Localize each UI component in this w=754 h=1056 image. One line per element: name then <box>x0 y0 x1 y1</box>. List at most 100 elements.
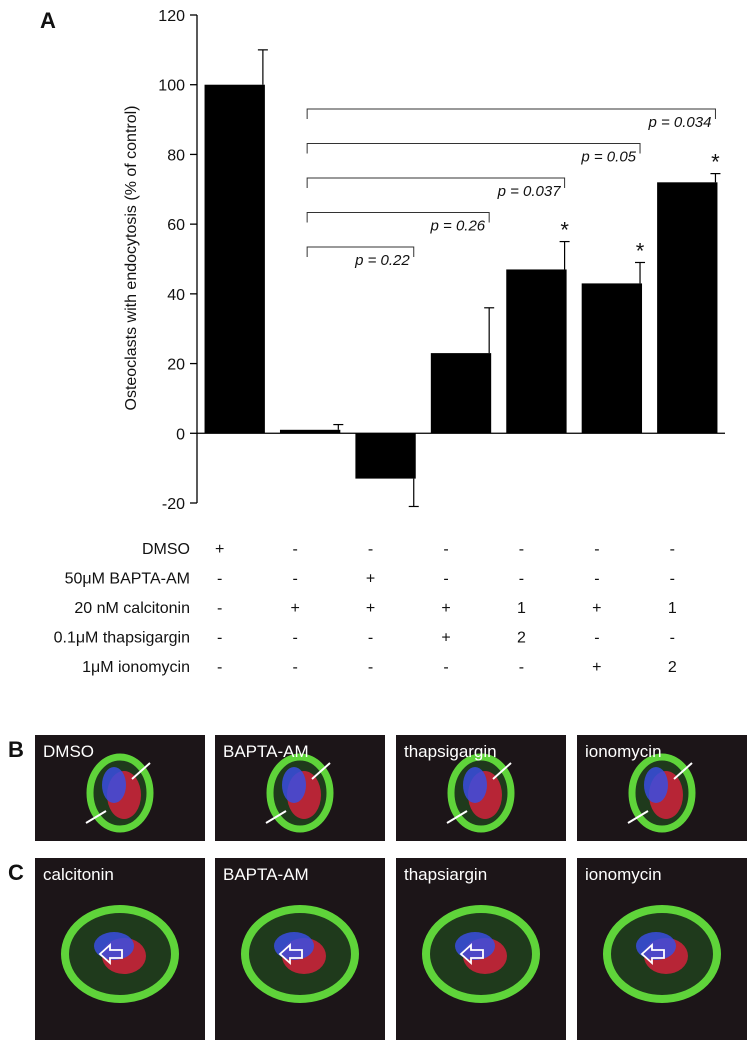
image-label: DMSO <box>43 742 94 761</box>
cell-blue <box>636 932 676 960</box>
table-cell: - <box>368 659 373 676</box>
table-cell: + <box>290 600 299 617</box>
table-cell: - <box>594 541 599 558</box>
table-cell: - <box>292 571 297 588</box>
row-label: 50μM BAPTA-AM <box>65 571 190 588</box>
row-label: 20 nM calcitonin <box>74 600 190 617</box>
p-value-label: p = 0.05 <box>580 149 636 166</box>
table-cell: - <box>368 630 373 647</box>
table-cell: + <box>441 600 450 617</box>
table-cell: 2 <box>517 630 526 647</box>
image-label: thapsigargin <box>404 742 497 761</box>
table-cell: - <box>443 571 448 588</box>
table-cell: - <box>443 541 448 558</box>
micrograph: calcitonin <box>35 858 205 1040</box>
bar <box>279 429 341 434</box>
bar <box>506 269 567 434</box>
p-value-label: p = 0.26 <box>430 218 486 235</box>
table-cell: - <box>443 659 448 676</box>
y-tick-label: 60 <box>167 217 185 234</box>
cell-blue <box>282 767 306 803</box>
y-tick-label: 40 <box>167 287 185 304</box>
arrow-marker <box>640 942 665 966</box>
table-cell: + <box>215 541 224 558</box>
table-cell: - <box>594 630 599 647</box>
micrograph: thapsigargin <box>396 735 566 841</box>
cell-blue <box>274 932 314 960</box>
table-cell: - <box>670 571 675 588</box>
table-cell: - <box>670 541 675 558</box>
arrow-marker <box>673 762 693 780</box>
bar <box>581 283 643 434</box>
table-cell: - <box>292 659 297 676</box>
table-cell: - <box>217 630 222 647</box>
arrow-marker <box>446 810 468 824</box>
image-label: thapsiargin <box>404 865 487 884</box>
table-cell: 2 <box>668 659 677 676</box>
y-tick-label: 20 <box>167 357 185 374</box>
comparison-bracket <box>306 108 716 119</box>
comparison-bracket <box>306 246 415 257</box>
micrograph: thapsiargin <box>396 858 566 1040</box>
table-cell: + <box>441 630 450 647</box>
image-label: ionomycin <box>585 742 662 761</box>
y-tick-label: -20 <box>162 496 185 513</box>
micrograph: ionomycin <box>577 858 747 1040</box>
table-cell: - <box>292 630 297 647</box>
bar <box>657 182 718 434</box>
row-label: 0.1μM thapsigargin <box>54 630 190 647</box>
micrograph: BAPTA-AM <box>215 858 385 1040</box>
table-cell: + <box>592 659 601 676</box>
bar <box>355 433 416 479</box>
micrograph: BAPTA-AM <box>215 735 385 841</box>
image-label: calcitonin <box>43 865 114 884</box>
arrow-marker <box>459 942 484 966</box>
panel-label: A <box>40 8 56 33</box>
table-cell: - <box>368 541 373 558</box>
arrow-marker <box>131 762 151 780</box>
arrow-marker <box>85 810 107 824</box>
image-label: ionomycin <box>585 865 662 884</box>
image-label: BAPTA-AM <box>223 742 309 761</box>
arrow-marker <box>492 762 512 780</box>
row-label: 1μM ionomycin <box>82 659 190 676</box>
micrograph: ionomycin <box>577 735 747 841</box>
table-cell: + <box>366 571 375 588</box>
y-tick-label: 0 <box>176 426 185 443</box>
p-value-label: p = 0.037 <box>497 183 562 200</box>
significance-marker: * <box>711 150 720 175</box>
p-value-label: p = 0.22 <box>354 252 410 269</box>
bar <box>430 353 492 434</box>
table-cell: - <box>519 541 524 558</box>
cell-blue <box>644 767 668 803</box>
y-tick-label: 80 <box>167 147 185 164</box>
table-cell: - <box>217 571 222 588</box>
arrow-marker <box>98 942 123 966</box>
comparison-bracket <box>306 177 566 188</box>
panel-label: B <box>8 737 24 762</box>
table-cell: 1 <box>668 600 677 617</box>
cell-blue <box>455 932 495 960</box>
comparison-bracket <box>306 212 490 223</box>
arrow-marker <box>278 942 303 966</box>
image-label: BAPTA-AM <box>223 865 309 884</box>
y-axis-label: Osteoclasts with endocytosis (% of contr… <box>123 105 140 410</box>
cell-blue <box>463 767 487 803</box>
micrograph: DMSO <box>35 735 205 841</box>
table-cell: - <box>670 630 675 647</box>
y-tick-label: 100 <box>158 78 185 95</box>
table-cell: - <box>519 571 524 588</box>
table-cell: - <box>292 541 297 558</box>
cell-blue <box>102 767 126 803</box>
cell-blue <box>94 932 134 960</box>
arrow-marker <box>265 810 287 824</box>
table-cell: - <box>217 659 222 676</box>
arrow-marker <box>311 762 331 780</box>
p-value-label: p = 0.034 <box>647 114 711 131</box>
table-cell: + <box>366 600 375 617</box>
row-label: DMSO <box>142 541 190 558</box>
table-cell: + <box>592 600 601 617</box>
y-tick-label: 120 <box>158 8 185 25</box>
panel-label: C <box>8 860 24 885</box>
